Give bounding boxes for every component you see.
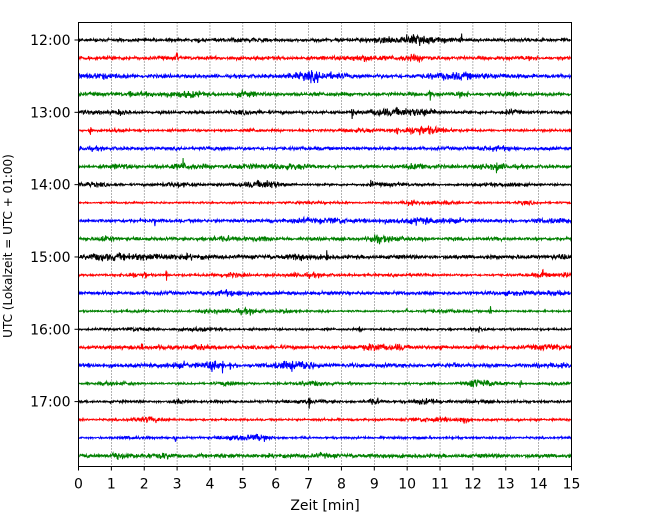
trace-1230 xyxy=(78,70,572,84)
y-tick-label: 12:00 xyxy=(30,33,70,49)
y-tick-label: 17:00 xyxy=(30,395,70,411)
trace-1530 xyxy=(78,289,572,298)
plot-frame xyxy=(78,22,572,467)
y-axis-label: UTC (Lokalzeit = UTC + 01:00) xyxy=(1,154,15,338)
x-tick-label: 5 xyxy=(238,477,247,493)
trace-1245 xyxy=(78,89,572,101)
trace-1430 xyxy=(78,215,572,227)
trace-1715 xyxy=(78,416,572,424)
trace-1200 xyxy=(78,33,572,47)
x-tick-label: 12 xyxy=(464,477,482,493)
x-tick-label: 6 xyxy=(271,477,280,493)
trace-1515 xyxy=(78,268,572,281)
trace-1615 xyxy=(78,343,572,352)
y-tick-label: 13:00 xyxy=(30,105,70,121)
x-tick-label: 15 xyxy=(563,477,581,493)
trace-1330 xyxy=(78,144,572,153)
trace-1600 xyxy=(78,325,572,333)
x-tick-label: 8 xyxy=(337,477,346,493)
trace-1745 xyxy=(78,451,572,461)
x-axis: 0 1 2 3 4 5 6 7 8 9 10 11 12 13 14 15 xyxy=(74,466,581,493)
x-tick-label: 3 xyxy=(173,477,182,493)
trace-1300 xyxy=(78,106,572,119)
y-tick-label: 15:00 xyxy=(30,250,70,266)
x-tick-label: 1 xyxy=(107,477,116,493)
trace-1415 xyxy=(78,199,572,207)
trace-1315 xyxy=(78,124,572,136)
x-tick-label: 9 xyxy=(370,477,379,493)
x-tick-label: 13 xyxy=(497,477,515,493)
trace-1700 xyxy=(78,397,572,409)
x-tick-label: 11 xyxy=(431,477,449,493)
trace-1730 xyxy=(78,433,572,442)
x-axis-label: Zeit [min] xyxy=(290,498,359,514)
trace-1545 xyxy=(78,306,572,316)
y-tick-label: 14:00 xyxy=(30,178,70,194)
trace-1445 xyxy=(78,234,572,245)
x-tick-label: 4 xyxy=(206,477,215,493)
trace-1400 xyxy=(78,179,572,189)
trace-1345 xyxy=(78,158,572,174)
x-tick-label: 2 xyxy=(140,477,149,493)
y-axis: 12:00 13:00 14:00 15:00 16:00 17:00 xyxy=(30,33,79,411)
trace-1645 xyxy=(78,378,572,388)
y-tick-label: 16:00 xyxy=(30,322,70,338)
x-tick-label: 10 xyxy=(398,477,416,493)
x-tick-label: 7 xyxy=(304,477,313,493)
trace-1630 xyxy=(78,360,572,374)
trace-1215 xyxy=(78,51,572,63)
traces xyxy=(78,33,572,461)
trace-1500 xyxy=(78,250,572,262)
x-tick-label: 14 xyxy=(530,477,548,493)
x-tick-label: 0 xyxy=(74,477,83,493)
